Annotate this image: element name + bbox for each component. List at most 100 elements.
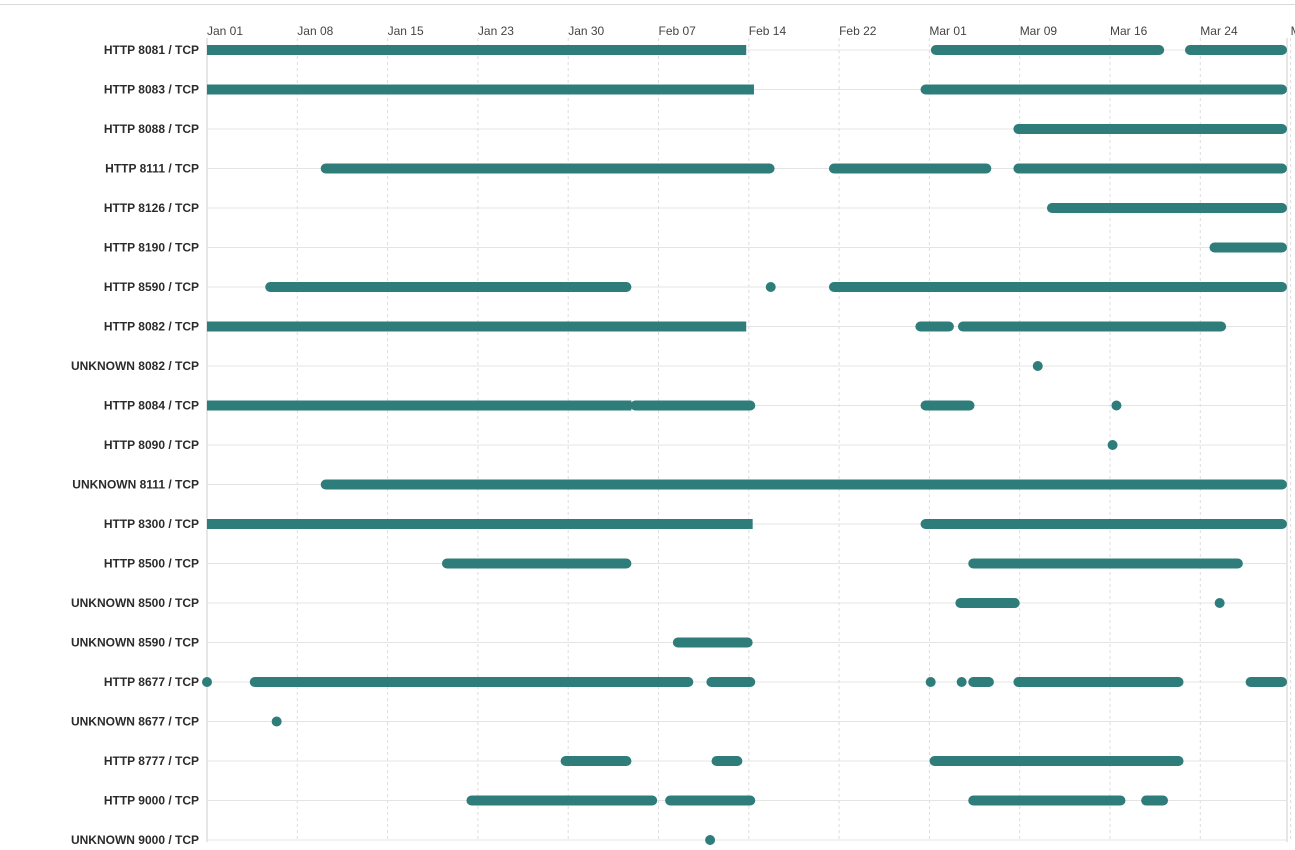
activity-segment <box>1013 163 1287 174</box>
activity-segment <box>706 677 756 687</box>
activity-segment <box>1245 677 1287 687</box>
row-label: UNKNOWN 8500 / TCP <box>71 596 199 610</box>
activity-segment <box>1046 203 1287 213</box>
row-label: UNKNOWN 8111 / TCP <box>72 478 199 492</box>
x-tick-label: M <box>1291 24 1295 38</box>
timeline-row: UNKNOWN 8677 / TCP <box>71 715 1287 729</box>
x-axis: Jan 01 Jan 08 Jan 15 Jan 23 Jan 30 Feb 07 Feb … <box>207 24 1295 38</box>
activity-point <box>1107 440 1118 450</box>
timeline-row: HTTP 8088 / TCP <box>104 122 1287 136</box>
activity-point <box>765 282 776 292</box>
activity-segment <box>828 163 992 174</box>
activity-segment <box>466 795 658 806</box>
x-tick-label: Mar 01 <box>929 24 967 38</box>
x-tick-label: Jan 01 <box>207 24 243 38</box>
activity-segment <box>441 558 632 569</box>
activity-segment <box>920 400 975 411</box>
activity-segment <box>207 45 747 55</box>
activity-point <box>1032 361 1043 371</box>
timeline-row: HTTP 8084 / TCP <box>104 399 1287 413</box>
timeline-row: HTTP 8111 / TCP <box>105 162 1287 176</box>
timeline-row: HTTP 8190 / TCP <box>104 241 1287 255</box>
activity-segment <box>968 795 1126 806</box>
timeline-row: UNKNOWN 8111 / TCP <box>72 478 1287 492</box>
activity-segment <box>207 321 747 332</box>
row-label: HTTP 8081 / TCP <box>104 43 199 57</box>
activity-segment <box>955 598 1020 608</box>
timeline-row: UNKNOWN 8082 / TCP <box>71 359 1287 373</box>
activity-segment <box>320 479 1287 490</box>
activity-segment <box>1013 677 1184 687</box>
timeline-row: HTTP 8083 / TCP <box>104 83 1287 97</box>
timeline-row: HTTP 8677 / TCP <box>104 675 1287 689</box>
x-tick-label: Jan 23 <box>478 24 514 38</box>
x-tick-label: Jan 30 <box>568 24 604 38</box>
activity-segment <box>207 84 754 95</box>
row-label: HTTP 8111 / TCP <box>105 162 199 176</box>
activity-segment <box>265 282 632 292</box>
timeline-row: HTTP 8500 / TCP <box>104 557 1287 571</box>
timeline-row: UNKNOWN 8590 / TCP <box>71 636 1287 650</box>
row-label: HTTP 8126 / TCP <box>104 201 199 215</box>
activity-point <box>1111 400 1122 411</box>
row-label: HTTP 8090 / TCP <box>104 438 199 452</box>
row-label: HTTP 8088 / TCP <box>104 122 199 136</box>
activity-segment <box>828 282 1287 292</box>
timeline-row: UNKNOWN 9000 / TCP <box>71 833 1287 847</box>
activity-segment <box>672 637 753 648</box>
activity-segment <box>249 677 694 687</box>
row-label: HTTP 8590 / TCP <box>104 280 199 294</box>
row-label: HTTP 8190 / TCP <box>104 241 199 255</box>
activity-segment <box>207 400 632 411</box>
activity-segment <box>957 321 1227 332</box>
activity-segment <box>1013 124 1287 134</box>
x-tick-label: Mar 09 <box>1020 24 1058 38</box>
activity-segment <box>920 84 1287 95</box>
timeline-row: HTTP 8081 / TCP <box>104 43 1287 57</box>
activity-point <box>705 835 716 845</box>
x-tick-label: Jan 15 <box>388 24 424 38</box>
timeline-row: HTTP 8590 / TCP <box>104 280 1287 294</box>
x-tick-label: Feb 22 <box>839 24 877 38</box>
rows-layer: HTTP 8081 / TCP HTTP 8083 / TCP HTTP 8088 … <box>71 43 1287 847</box>
activity-segment <box>560 756 632 766</box>
activity-segment <box>930 45 1165 55</box>
activity-segment <box>929 756 1184 766</box>
timeline-row: HTTP 8300 / TCP <box>104 517 1287 531</box>
row-label: HTTP 8300 / TCP <box>104 517 199 531</box>
activity-point <box>925 677 936 687</box>
activity-segment <box>1209 242 1287 253</box>
row-label: UNKNOWN 8082 / TCP <box>71 359 199 373</box>
activity-segment <box>968 558 1243 569</box>
timeline-row: HTTP 8777 / TCP <box>104 754 1287 768</box>
activity-segment <box>915 321 954 332</box>
row-label: UNKNOWN 8677 / TCP <box>71 715 199 729</box>
x-tick-label: Feb 14 <box>749 24 787 38</box>
x-tick-label: Mar 16 <box>1110 24 1148 38</box>
row-label: HTTP 9000 / TCP <box>104 794 199 808</box>
x-tick-label: Mar 24 <box>1200 24 1238 38</box>
activity-segment <box>320 163 775 174</box>
activity-segment <box>968 677 994 687</box>
top-divider <box>0 4 1295 5</box>
activity-segment <box>1141 795 1169 806</box>
row-label: HTTP 8083 / TCP <box>104 83 199 97</box>
activity-segment <box>711 756 743 766</box>
timeline-row: HTTP 8126 / TCP <box>104 201 1287 215</box>
activity-point <box>202 677 212 687</box>
timeline-row: HTTP 8082 / TCP <box>104 320 1287 334</box>
row-label: HTTP 8500 / TCP <box>104 557 199 571</box>
activity-segment <box>1184 45 1287 55</box>
timeline-row: HTTP 8090 / TCP <box>104 438 1287 452</box>
row-label: UNKNOWN 8590 / TCP <box>71 636 199 650</box>
timeline-row: UNKNOWN 8500 / TCP <box>71 596 1287 610</box>
row-label: HTTP 8677 / TCP <box>104 675 199 689</box>
x-tick-label: Jan 08 <box>297 24 333 38</box>
row-label: UNKNOWN 9000 / TCP <box>71 833 199 847</box>
activity-point <box>271 716 282 727</box>
row-label: HTTP 8084 / TCP <box>104 399 199 413</box>
activity-segment <box>920 519 1287 529</box>
row-label: HTTP 8777 / TCP <box>104 754 199 768</box>
row-label: HTTP 8082 / TCP <box>104 320 199 334</box>
